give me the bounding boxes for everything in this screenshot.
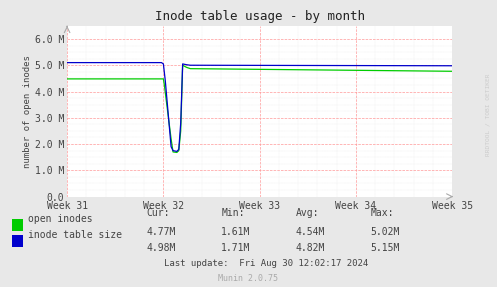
- Text: RRDTOOL / TOBI OETIKER: RRDTOOL / TOBI OETIKER: [486, 73, 491, 156]
- Y-axis label: number of open inodes: number of open inodes: [23, 55, 32, 168]
- Text: 5.15M: 5.15M: [370, 243, 400, 253]
- Text: 1.61M: 1.61M: [221, 227, 250, 237]
- Text: 4.54M: 4.54M: [296, 227, 325, 237]
- Text: Avg:: Avg:: [296, 208, 319, 218]
- Title: Inode table usage - by month: Inode table usage - by month: [155, 10, 365, 23]
- Text: 4.82M: 4.82M: [296, 243, 325, 253]
- Text: Last update:  Fri Aug 30 12:02:17 2024: Last update: Fri Aug 30 12:02:17 2024: [164, 259, 368, 268]
- Text: 5.02M: 5.02M: [370, 227, 400, 237]
- Text: Cur:: Cur:: [147, 208, 170, 218]
- Text: open inodes: open inodes: [28, 214, 93, 224]
- Text: 1.71M: 1.71M: [221, 243, 250, 253]
- Text: 4.77M: 4.77M: [147, 227, 176, 237]
- Text: Min:: Min:: [221, 208, 245, 218]
- Text: Max:: Max:: [370, 208, 394, 218]
- Text: 4.98M: 4.98M: [147, 243, 176, 253]
- Text: Munin 2.0.75: Munin 2.0.75: [219, 274, 278, 283]
- Text: inode table size: inode table size: [28, 230, 122, 240]
